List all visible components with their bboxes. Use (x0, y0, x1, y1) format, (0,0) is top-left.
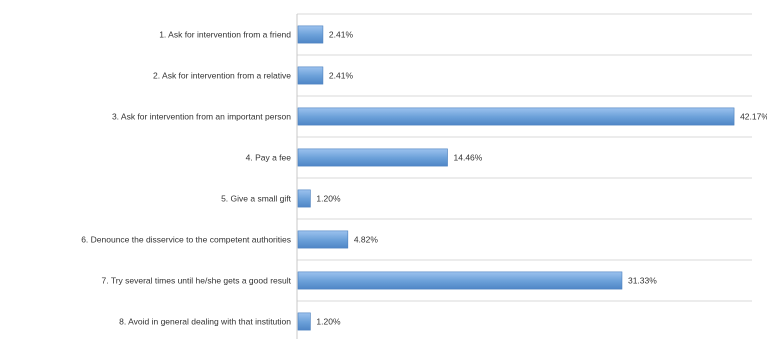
gridlines (297, 13, 752, 302)
value-label: 4.82% (354, 235, 379, 245)
category-labels: 1. Ask for intervention from a friend 2. … (81, 30, 291, 327)
value-label: 1.20% (316, 194, 341, 204)
value-labels: 2.41% 2.41% 42.17% 14.46% 1.20% 4.82% 31.33% 1.… (316, 30, 767, 327)
category-label: 3. Ask for intervention from an importan… (112, 112, 291, 122)
value-label: 2.41% (329, 71, 354, 81)
value-label: 2.41% (329, 30, 354, 40)
category-label: 4. Pay a fee (246, 153, 292, 163)
bar (297, 312, 311, 331)
value-label: 14.46% (454, 153, 483, 163)
bar (297, 189, 311, 208)
bar (297, 107, 735, 126)
value-label: 1.20% (316, 317, 341, 327)
bar (297, 148, 448, 167)
category-label: 1. Ask for intervention from a friend (159, 30, 291, 40)
bars (297, 25, 735, 331)
category-label: 5. Give a small gift (221, 194, 292, 204)
bar (297, 25, 324, 44)
value-label: 31.33% (628, 276, 657, 286)
category-label: 6. Denounce the disservice to the compet… (81, 235, 291, 245)
value-label: 42.17% (740, 112, 767, 122)
category-label: 2. Ask for intervention from a relative (153, 71, 291, 81)
category-label: 8. Avoid in general dealing with that in… (119, 317, 291, 327)
bar (297, 66, 324, 85)
bar (297, 271, 623, 290)
bar (297, 230, 349, 249)
category-label: 7. Try several times until he/she gets a… (102, 276, 292, 286)
